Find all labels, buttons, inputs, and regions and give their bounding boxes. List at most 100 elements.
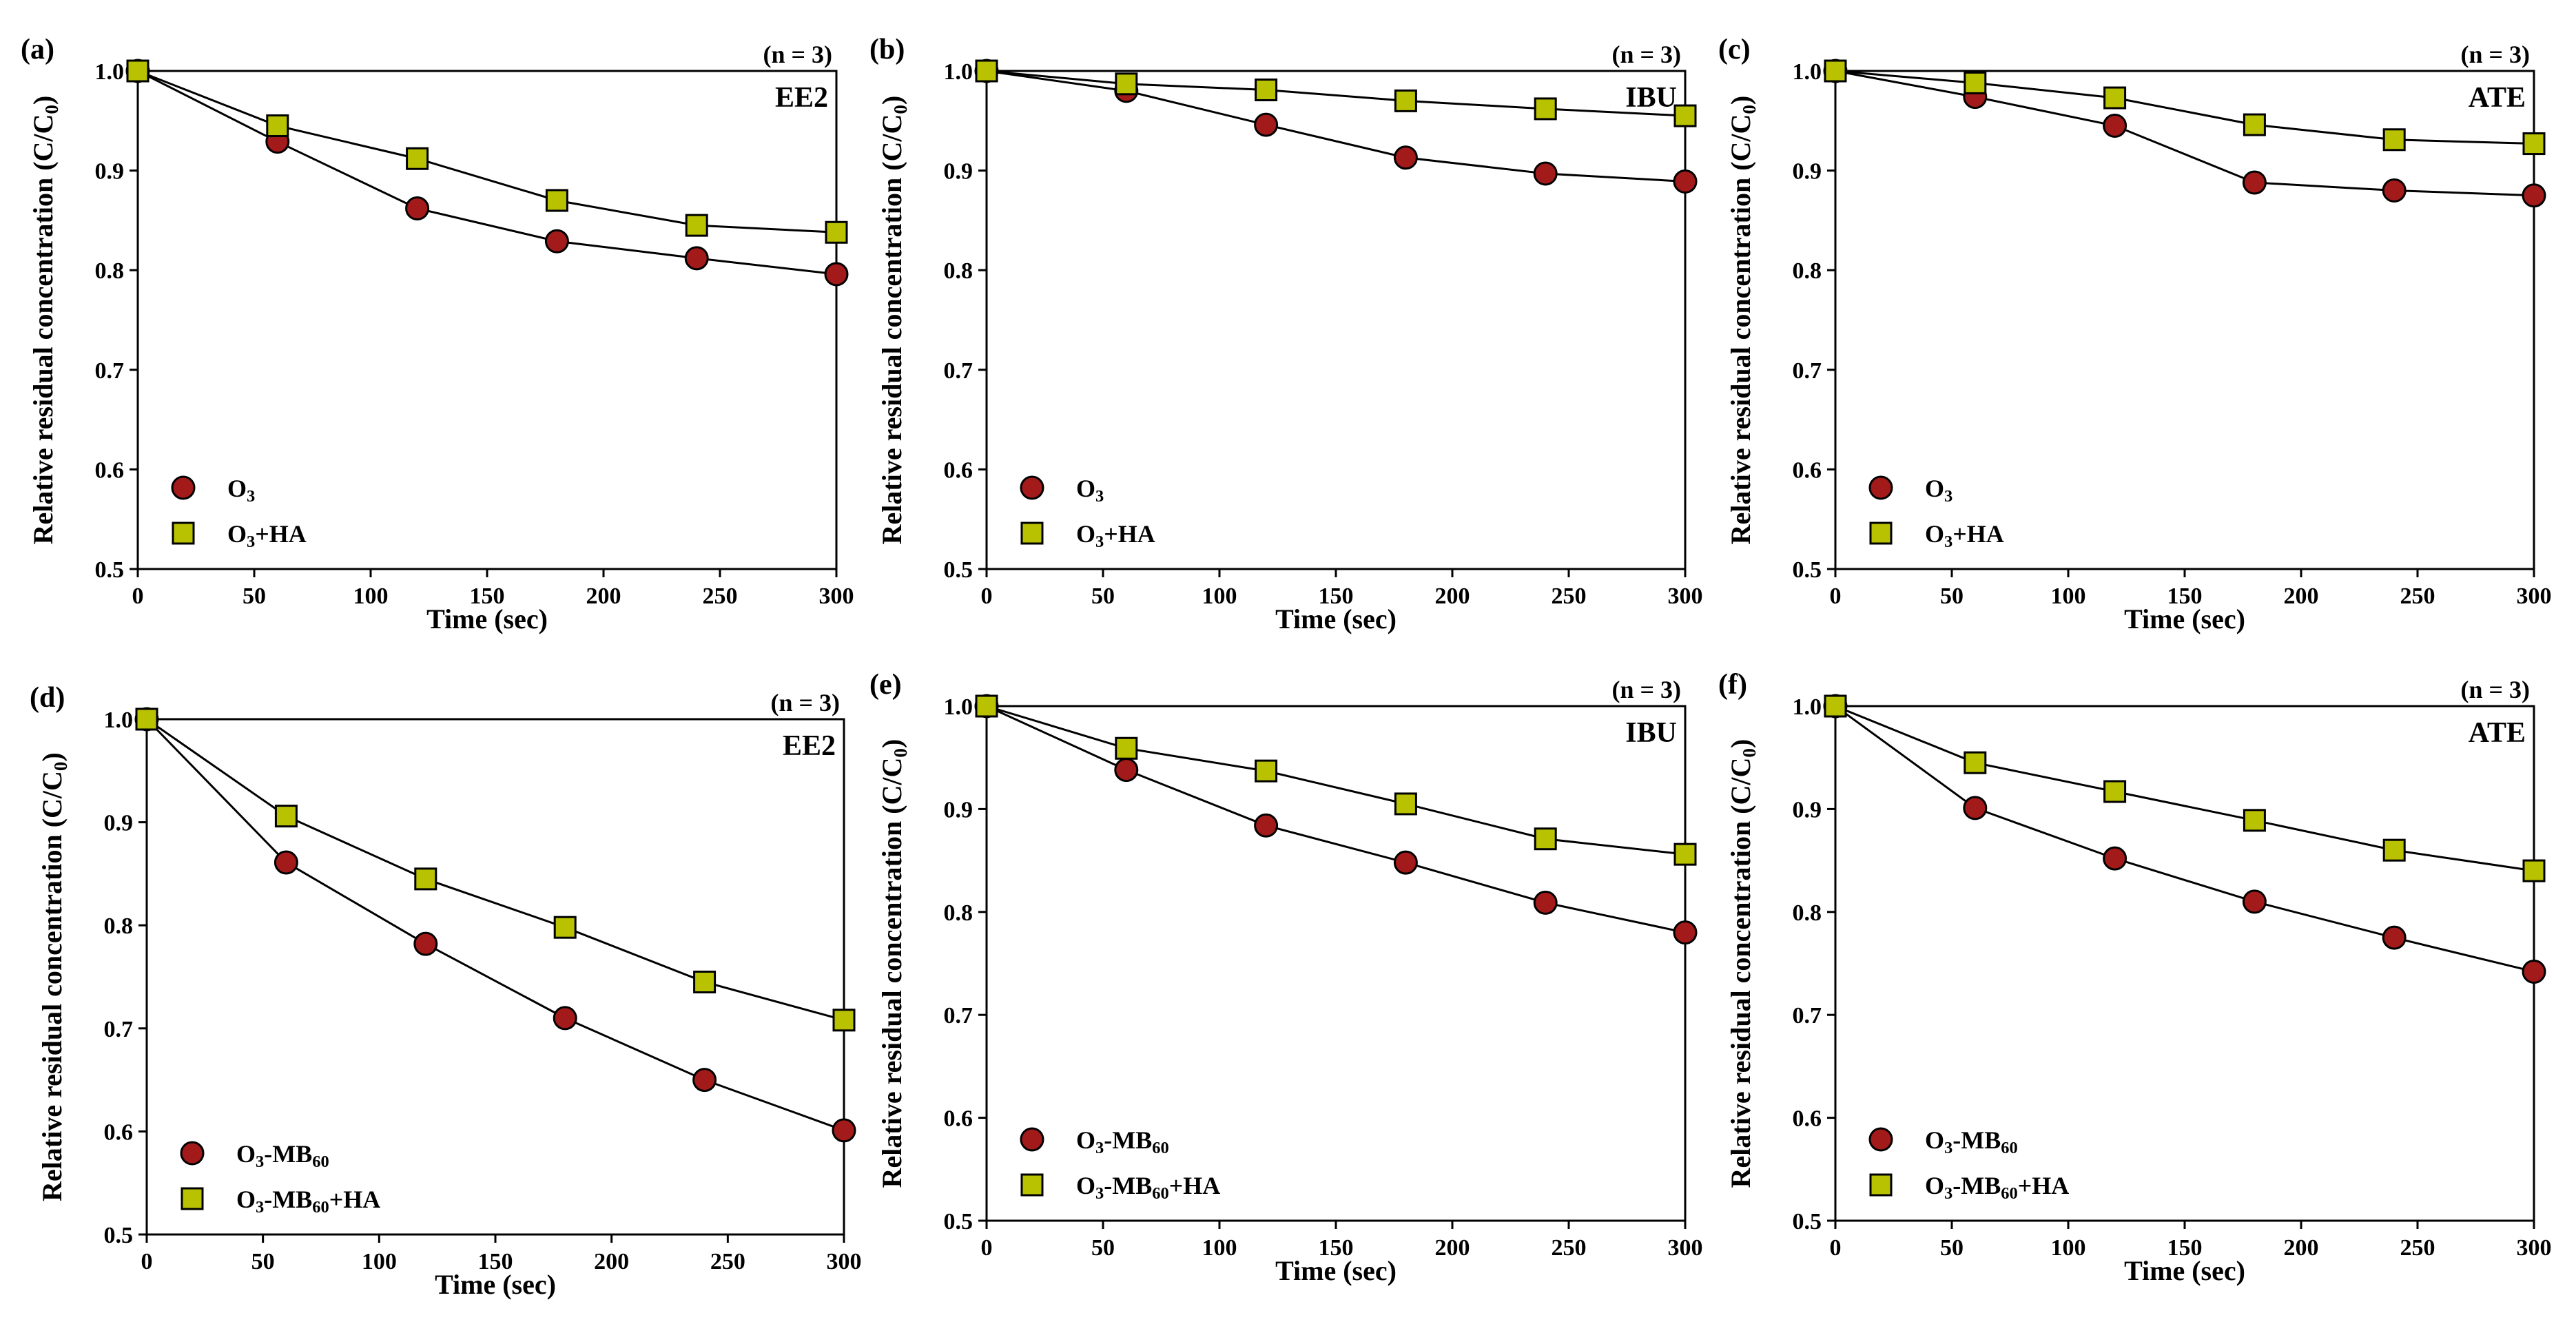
subscript: 3	[247, 487, 255, 506]
y-tick-label: 0.5	[944, 1209, 973, 1234]
x-tick-label: 50	[1940, 583, 1964, 609]
x-tick-label: 200	[1435, 1235, 1470, 1261]
text-part: Relative residual concentration (C/C	[28, 114, 59, 545]
data-point	[135, 707, 158, 731]
x-tick-label: 0	[1830, 583, 1842, 609]
compound-label: IBU	[1625, 82, 1677, 114]
data-point	[1673, 843, 1697, 866]
text-part: -MB	[1952, 1172, 2001, 1199]
x-tick-label: 300	[1668, 583, 1703, 609]
subscript: 3	[1944, 1184, 1952, 1203]
y-tick-label: 0.6	[1793, 1106, 1822, 1132]
panel-e: 0 50 100 150 200 250 300 0.5 0.6 0.7 0.8 0.9 1.0 Time…	[869, 669, 1703, 1286]
text-part: )	[876, 96, 907, 105]
data-point	[2103, 86, 2127, 110]
y-tick-label: 0.5	[944, 557, 973, 583]
n-label: (n = 3)	[2460, 676, 2530, 703]
y-tick-label: 1.0	[95, 59, 125, 85]
y-tick-label: 0.5	[95, 557, 125, 583]
panel-d: 0 50 100 150 200 250 300 0.5 0.6 0.7 0.8 0.9 1.0 Time…	[30, 682, 862, 1300]
x-tick-label: 300	[819, 583, 854, 609]
subscript: 3	[256, 1198, 264, 1217]
x-tick-label: 0	[1830, 1235, 1842, 1261]
y-tick-label: 0.8	[944, 258, 973, 284]
x-tick-label: 150	[1319, 583, 1354, 609]
data-point	[1115, 736, 1138, 760]
data-point	[685, 214, 708, 237]
x-tick-label: 150	[2167, 583, 2203, 609]
legend-label: O3	[227, 475, 255, 506]
y-tick-label: 0.8	[95, 258, 125, 284]
text-part: +HA	[255, 520, 307, 548]
text-part: O	[1925, 520, 1944, 548]
data-point	[1824, 59, 1847, 83]
panel-letter: (f)	[1718, 669, 1747, 701]
text-part: O	[1076, 1126, 1095, 1154]
data-point	[1534, 827, 1557, 851]
n-label: (n = 3)	[2460, 41, 2530, 68]
subscript: 60	[1152, 1184, 1168, 1203]
data-point	[1533, 161, 1558, 186]
subscript: 3	[1095, 1139, 1104, 1157]
text-part: O	[236, 1186, 256, 1213]
data-point	[1254, 112, 1279, 137]
text-part: )	[1725, 96, 1756, 105]
x-tick-label: 150	[2167, 1235, 2203, 1261]
y-tick-label: 0.6	[95, 457, 125, 483]
data-point	[2243, 809, 2266, 832]
series-line	[1835, 70, 2535, 197]
series-line	[986, 70, 1686, 183]
text-part: )	[28, 96, 59, 105]
series-line	[986, 70, 1686, 117]
text-part: Relative residual concentration (C/C	[1725, 758, 1756, 1188]
x-tick-label: 300	[827, 1249, 862, 1274]
y-tick-label: 1.0	[944, 59, 973, 85]
subscript: 0	[890, 748, 911, 758]
data-point	[1254, 813, 1279, 838]
subscript: 3	[256, 1153, 264, 1171]
y-tick-label: 0.9	[95, 159, 125, 185]
x-tick-label: 50	[1091, 583, 1115, 609]
x-tick-label: 250	[2400, 1235, 2435, 1261]
y-tick-label: 1.0	[1793, 694, 1822, 720]
y-tick-label: 0.6	[104, 1119, 134, 1145]
x-tick-label: 150	[470, 583, 505, 609]
x-tick-label: 250	[1552, 583, 1587, 609]
y-axis-label: Relative residual concentration (C/C0)	[28, 96, 62, 545]
x-tick-label: 50	[251, 1249, 275, 1274]
x-tick-label: 0	[981, 1235, 993, 1261]
series-line	[1835, 705, 2535, 973]
data-point	[832, 1118, 856, 1143]
y-axis-label: Relative residual concentration (C/C0)	[876, 739, 911, 1188]
data-point	[266, 114, 289, 138]
text-part: Relative residual concentration (C/C	[876, 758, 907, 1188]
compound-label: ATE	[2469, 82, 2526, 114]
data-point	[2382, 925, 2407, 950]
y-tick-label: 1.0	[944, 694, 973, 720]
x-axis-label: Time (sec)	[1275, 603, 1397, 634]
panel-letter: (a)	[21, 34, 54, 65]
data-point	[2103, 846, 2127, 871]
data-point	[553, 916, 577, 939]
data-point	[545, 189, 568, 212]
text-part: O	[1076, 475, 1095, 502]
subscript: 60	[1152, 1139, 1168, 1157]
legend-marker	[1868, 475, 1893, 500]
data-point	[126, 59, 150, 83]
data-point	[692, 1068, 717, 1093]
data-point	[1964, 751, 1987, 774]
x-axis-label: Time (sec)	[2124, 603, 2245, 634]
data-point	[1673, 169, 1698, 194]
data-point	[1393, 145, 1418, 170]
x-tick-label: 50	[1091, 1235, 1115, 1261]
data-point	[2382, 838, 2406, 862]
legend-label: O3	[1076, 475, 1104, 506]
panel-b: 0 50 100 150 200 250 300 0.5 0.6 0.7 0.8 0.9 1.0 Time…	[869, 34, 1703, 634]
compound-label: ATE	[2469, 717, 2526, 749]
x-tick-label: 0	[132, 583, 144, 609]
y-tick-label: 0.5	[1793, 1209, 1822, 1234]
text-part: Relative residual concentration (C/C	[37, 771, 68, 1201]
subscript: 3	[1944, 487, 1952, 506]
y-tick-label: 0.9	[1793, 159, 1822, 185]
